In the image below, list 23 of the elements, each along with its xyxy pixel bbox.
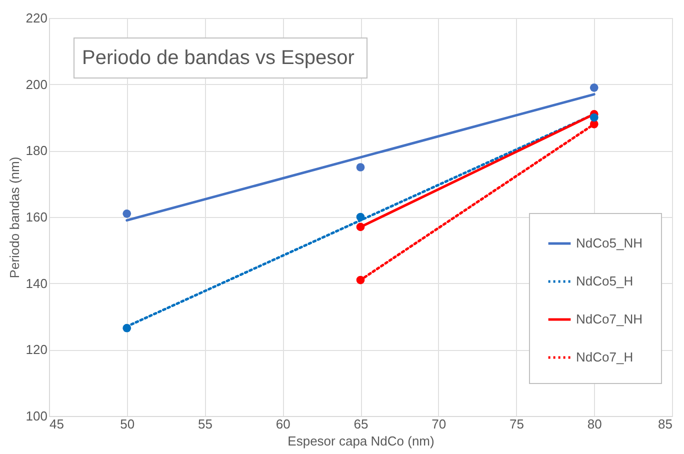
x-tick-label: 70 xyxy=(432,416,446,432)
x-tick-label: 65 xyxy=(354,416,368,432)
x-tick-label: 80 xyxy=(587,416,602,432)
y-tick-label: 120 xyxy=(26,342,48,358)
x-tick-label: 85 xyxy=(658,416,672,432)
text: Periodo de bandas vs Espesor xyxy=(82,47,355,69)
y-tick-label: 220 xyxy=(26,10,48,26)
x-tick-label: 45 xyxy=(50,416,64,432)
x-axis-title: Espesor capa NdCo (nm) xyxy=(288,434,434,448)
y-tick-label: 140 xyxy=(26,276,48,291)
y-tick-label: 200 xyxy=(26,76,48,92)
legend-label: NdCo5_H xyxy=(576,274,634,288)
legend-label: NdCo5_NH xyxy=(576,236,642,250)
legend-label: NdCo7_NH xyxy=(576,312,642,326)
x-tick-label: 55 xyxy=(198,416,212,432)
y-tick-label: 160 xyxy=(26,210,48,224)
y-tick-label: 180 xyxy=(26,143,48,158)
y-axis-title: Periodo bandas (nm) xyxy=(6,156,22,278)
y-tick-label: 100 xyxy=(26,408,48,424)
x-tick-label: 50 xyxy=(120,416,135,432)
legend-label: NdCo7_H xyxy=(576,350,634,364)
x-tick-label: 60 xyxy=(276,416,290,432)
x-tick-label: 75 xyxy=(510,416,524,432)
